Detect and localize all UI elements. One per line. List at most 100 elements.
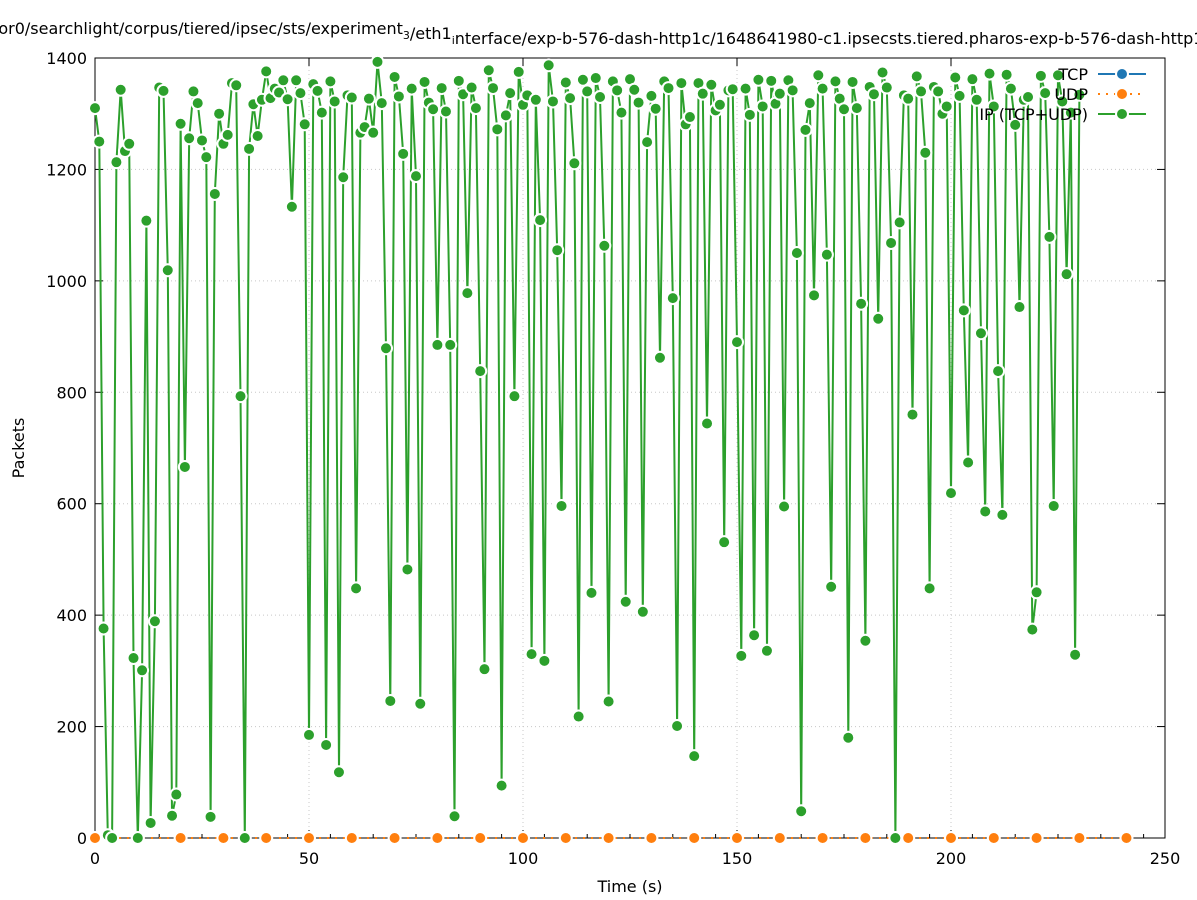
data-point [494,778,509,793]
data-point [147,614,162,629]
data-point [383,693,398,708]
y-axis-label: Packets [9,418,28,479]
data-point [404,81,419,96]
data-point [618,594,633,609]
data-point [92,134,107,149]
data-point [845,74,860,89]
data-point [186,84,201,99]
data-point [1008,117,1023,132]
data-point [486,81,501,96]
plot-frame [94,57,1166,839]
data-point [884,235,899,250]
data-point [742,107,757,122]
data-point [567,156,582,171]
data-point [700,416,715,431]
data-point [250,129,265,143]
data-point [349,581,364,596]
data-point [879,80,894,95]
data-point [498,108,513,123]
data-point [297,117,312,132]
data-point [828,74,843,89]
y-tick-label: 800 [56,383,87,402]
data-point [169,787,184,802]
data-point [96,621,111,636]
data-point [242,141,257,156]
data-point [558,831,573,845]
legend-label: UDP [1054,85,1088,104]
x-tick-label: 250 [1150,849,1181,868]
x-tick-label: 150 [722,849,753,868]
data-point [841,730,856,745]
data-point [1055,94,1070,109]
data-point [438,104,453,119]
data-point [473,364,488,379]
data-point [280,92,295,107]
data-point [849,101,864,116]
data-point [798,122,813,137]
data-point [122,136,137,151]
data-point [443,337,458,352]
data-point [511,64,526,79]
data-point [635,604,650,619]
data-point [866,87,881,102]
data-point [571,709,586,724]
chart-title: stor0/searchlight/corpus/tiered/ipsec/st… [0,19,1197,48]
data-point [1042,229,1057,244]
data-point [293,86,308,101]
data-point [1072,87,1087,102]
data-point [674,76,689,91]
data-point [203,809,218,824]
data-point [105,831,120,845]
data-point [875,65,890,80]
data-point [777,499,792,514]
data-point [276,73,291,88]
data-point [627,82,642,97]
data-point [969,92,984,107]
legend-marker [1115,67,1129,81]
data-point [785,83,800,98]
data-point [986,831,1001,845]
x-ticks: 0 50 100 150 200 250 [90,849,1180,868]
data-point [939,99,954,114]
data-point [995,507,1010,522]
data-point [858,633,873,648]
data-point [730,335,744,350]
data-point [789,246,804,260]
data-point [871,311,886,326]
data-point [177,459,192,474]
data-point [914,84,929,99]
data-point [314,105,329,120]
data-point [173,116,188,131]
data-point [1068,647,1083,662]
y-tick-label: 1200 [46,160,87,179]
data-point [413,696,428,711]
data-point [944,486,958,501]
data-point [302,727,316,742]
data-point [588,71,603,86]
data-point [695,86,710,101]
data-point [336,170,351,185]
data-point [323,74,338,89]
data-point [952,88,967,103]
data-point [687,749,702,764]
y-tick-label: 1000 [46,272,87,291]
data-point [344,831,359,845]
data-point [717,535,732,550]
y-tick-label: 200 [56,718,87,737]
data-point [558,75,573,90]
data-point [379,341,394,356]
data-point [409,169,423,184]
data-point [1072,831,1087,845]
data-point [361,91,376,106]
series-group [88,54,1134,845]
data-point [199,150,214,165]
data-point [575,72,590,87]
data-point [88,101,102,116]
data-point [451,73,466,88]
data-point [815,831,830,845]
data-point [563,91,578,106]
data-point [772,831,787,845]
data-point [310,83,325,98]
data-point [1029,585,1044,600]
data-point [1038,86,1053,101]
